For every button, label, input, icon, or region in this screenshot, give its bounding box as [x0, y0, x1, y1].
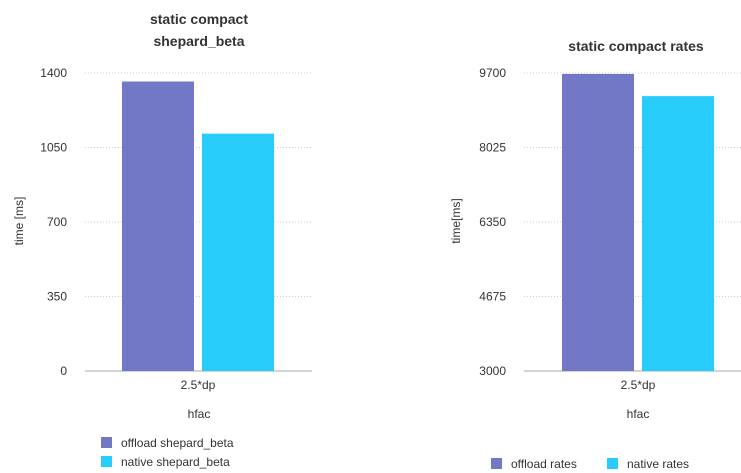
y-tick-label: 0: [60, 364, 67, 378]
legend-label-native: native shepard_beta: [121, 455, 230, 469]
y-axis-label: time[ms]: [449, 198, 463, 243]
chart-rates: static compact rates time[ms] hfac 3000 4…: [449, 38, 741, 471]
x-axis-label: hfac: [627, 407, 650, 421]
legend-swatch-native: [607, 458, 618, 469]
bar-native: [202, 133, 274, 371]
legend-swatch-offload: [491, 458, 502, 469]
y-tick-label: 700: [47, 215, 67, 229]
y-tick-label: 6350: [479, 215, 506, 229]
y-tick-label: 350: [47, 290, 67, 304]
legend: offload rates native rates: [491, 457, 689, 471]
legend-label-native: native rates: [627, 457, 689, 471]
y-tick-label: 1050: [40, 141, 67, 155]
legend-label-offload: offload shepard_beta: [121, 436, 234, 450]
y-axis-label: time [ms]: [12, 197, 26, 246]
legend-swatch-native: [101, 456, 112, 467]
chart-title: static compact rates: [568, 38, 704, 54]
chart-title-line-1: static compact: [150, 11, 248, 27]
y-tick-label: 4675: [479, 290, 506, 304]
x-axis-label: hfac: [188, 407, 211, 421]
legend-label-offload: offload rates: [511, 457, 577, 471]
y-tick-label: 9700: [479, 66, 506, 80]
bars: 2.5*dp: [562, 73, 714, 392]
legend-swatch-offload: [101, 437, 112, 448]
x-category-label: 2.5*dp: [181, 378, 216, 392]
y-tick-label: 3000: [479, 364, 506, 378]
bar-offload: [122, 81, 194, 371]
bars: 2.5*dp: [122, 81, 274, 392]
gridlines: 0 350 700 1050 1400: [40, 66, 312, 378]
x-category-label: 2.5*dp: [621, 378, 656, 392]
y-tick-label: 1400: [40, 66, 67, 80]
chart-shepard-beta: static compact shepard_beta time [ms] hf…: [12, 11, 312, 469]
legend: offload shepard_beta native shepard_beta: [101, 436, 234, 469]
y-tick-label: 8025: [479, 141, 506, 155]
bar-offload: [562, 73, 634, 371]
chart-title-line-2: shepard_beta: [153, 33, 244, 49]
bar-native: [642, 96, 714, 371]
